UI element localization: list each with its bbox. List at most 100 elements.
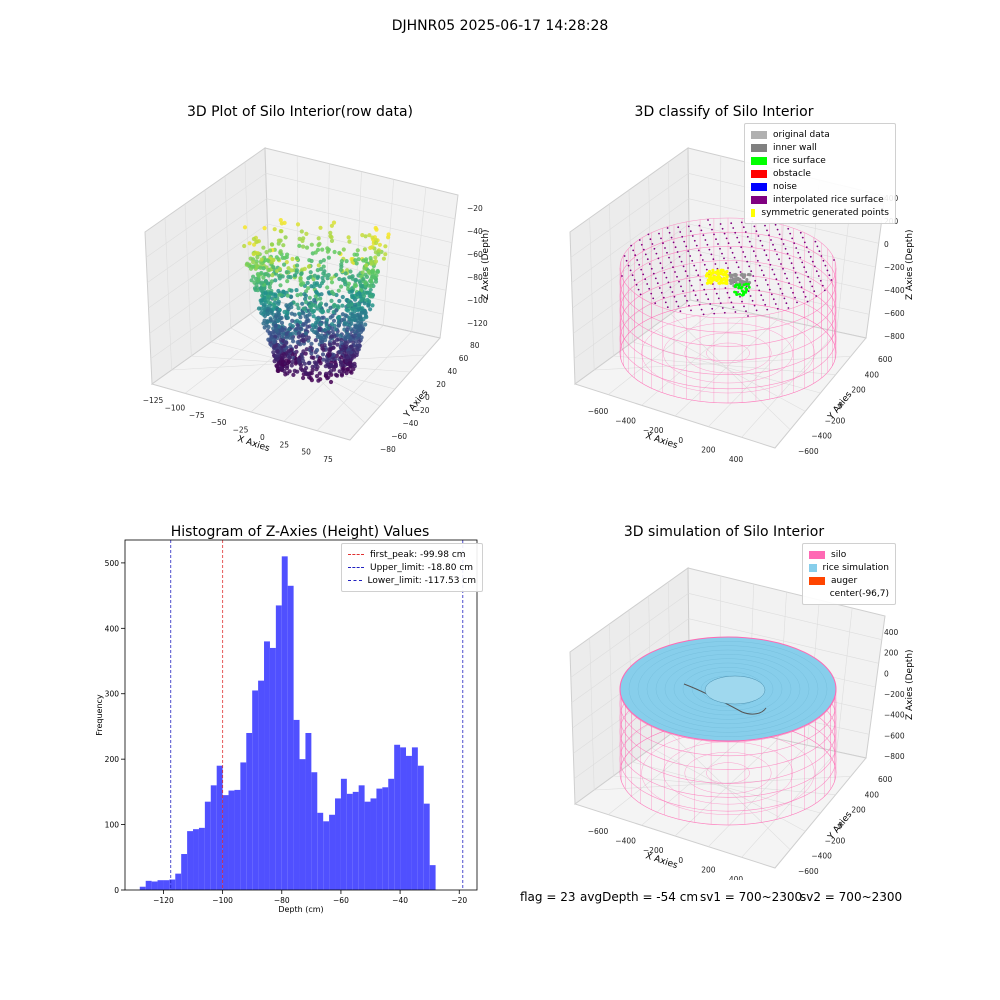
interpolated-point xyxy=(739,271,742,273)
scatter-point xyxy=(313,289,319,294)
inner-wall-point xyxy=(729,281,733,285)
histogram-bar xyxy=(258,680,265,890)
histogram-bar xyxy=(400,747,407,890)
legend-item-obstacle: obstacle xyxy=(751,167,889,180)
interpolated-point xyxy=(755,309,758,312)
scatter-point xyxy=(263,258,268,263)
scatter-point xyxy=(321,279,326,284)
scatter-point xyxy=(337,276,342,282)
interpolated-point xyxy=(743,305,745,308)
interpolated-point xyxy=(768,234,770,237)
symmetric-point xyxy=(718,281,722,285)
scatter-point xyxy=(343,339,348,344)
scatter-point xyxy=(297,311,302,316)
scatter-point xyxy=(329,223,334,228)
symmetric-point xyxy=(721,281,725,285)
interpolated-point xyxy=(750,270,753,273)
interpolated-point xyxy=(757,235,760,237)
panel1-zlabel: Z Axies (Depth) xyxy=(481,229,490,300)
legend-item-inner-wall: inner wall xyxy=(751,141,889,154)
inner-wall-point xyxy=(745,277,749,282)
interpolated-point xyxy=(788,282,790,285)
scatter-point xyxy=(290,359,295,365)
interpolated-point xyxy=(758,264,761,267)
scatter-point xyxy=(343,336,348,341)
interpolated-point xyxy=(799,231,802,234)
interpolated-point xyxy=(694,294,697,297)
legend-item-auger: auger xyxy=(809,574,889,587)
scatter-point xyxy=(335,342,340,347)
interpolated-point xyxy=(809,255,812,258)
interpolated-point xyxy=(761,244,764,247)
interpolated-point xyxy=(735,261,738,264)
scatter-point xyxy=(276,346,281,351)
scatter-point xyxy=(352,309,357,314)
scatter-point xyxy=(310,323,315,328)
interpolated-point xyxy=(669,286,672,289)
scatter-point xyxy=(333,360,338,365)
panel1-x-tick: −25 xyxy=(233,426,249,435)
scatter-point xyxy=(341,247,346,252)
scatter-point xyxy=(247,241,252,246)
surface-mesh-ring xyxy=(682,667,774,711)
scatter-point xyxy=(265,308,270,313)
scatter-point xyxy=(261,304,266,309)
rice-surface-point xyxy=(743,290,747,294)
silo-floor-ring xyxy=(706,342,750,364)
panel4-title: 3D simulation of Silo Interior xyxy=(623,524,825,540)
histogram-x-tick: −120 xyxy=(153,896,174,905)
scatter-point xyxy=(331,353,336,358)
scatter-point xyxy=(328,369,334,374)
panel2-y-tick: 200 xyxy=(851,386,866,395)
scatter-point xyxy=(302,266,307,271)
interpolated-point xyxy=(642,248,645,251)
scatter-point xyxy=(306,286,311,291)
histogram-bar xyxy=(193,829,199,890)
panel4-simulation3d: X Axies Y Axies Z Axies (Depth) −600−400… xyxy=(569,567,915,880)
scatter-point xyxy=(255,255,260,260)
histogram-bar xyxy=(352,791,359,890)
scatter-point xyxy=(269,279,274,284)
panel1-x-tick: −75 xyxy=(189,411,205,420)
scatter-point xyxy=(346,235,351,240)
scatter-point xyxy=(359,324,364,329)
scatter-point xyxy=(326,352,331,357)
interpolated-point xyxy=(797,251,800,254)
scatter-point xyxy=(386,232,391,237)
panel2-y-tick: −600 xyxy=(798,447,819,456)
panel1-z-tick: −20 xyxy=(467,204,483,213)
scatter-point xyxy=(283,235,288,240)
interpolated-point xyxy=(747,315,749,317)
scatter-point xyxy=(281,243,286,248)
scatter-point xyxy=(342,321,347,326)
legend-swatch xyxy=(809,576,825,585)
scatter-point xyxy=(353,283,359,288)
interpolated-point xyxy=(748,240,751,243)
scatter-point xyxy=(364,257,369,262)
scatter-point xyxy=(279,229,284,234)
histogram-y-tick: 100 xyxy=(105,821,120,830)
panel1-x-tick: 75 xyxy=(323,455,333,464)
surface-mesh-ring xyxy=(664,658,792,720)
scatter-point xyxy=(317,327,322,332)
interpolated-point xyxy=(699,279,702,281)
panel2-x-tick: −200 xyxy=(643,426,664,435)
scatter-point xyxy=(307,264,312,269)
scatter-point xyxy=(339,362,344,367)
scatter-point xyxy=(305,324,310,329)
histogram-bar xyxy=(299,759,306,890)
scatter-point xyxy=(273,327,279,332)
legend-item-lower-limit: Lower_limit: -117.53 cm xyxy=(348,574,476,587)
interpolated-point xyxy=(762,299,765,301)
legend-item-rice-surface: rice surface xyxy=(751,154,889,167)
interpolated-point xyxy=(830,279,833,281)
interpolated-point xyxy=(742,226,745,229)
interpolated-point xyxy=(721,252,723,255)
scatter-point xyxy=(325,285,330,290)
scatter-point xyxy=(325,249,330,254)
interpolated-point xyxy=(726,291,729,294)
interpolated-point xyxy=(795,247,798,249)
silo-ring xyxy=(619,231,837,333)
panel1-title: 3D Plot of Silo Interior(row data) xyxy=(186,104,414,120)
interpolated-point xyxy=(631,274,634,277)
